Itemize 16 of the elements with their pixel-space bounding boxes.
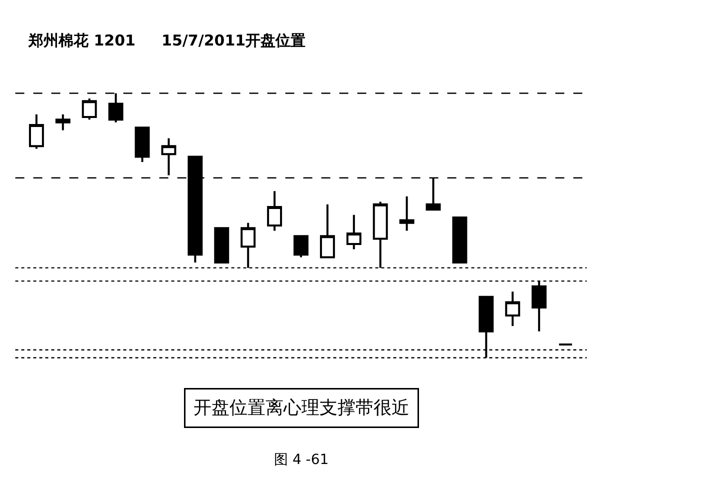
caption: 图 4 -61 xyxy=(274,452,329,468)
candlestick xyxy=(134,126,150,164)
candlestick xyxy=(82,98,97,121)
candlestick xyxy=(505,290,520,328)
candlestick xyxy=(214,227,230,264)
candlestick xyxy=(452,216,468,264)
candlestick xyxy=(55,113,70,132)
chart-title: 郑州棉花 1201 15/7/2011开盘位置 xyxy=(27,32,306,50)
candlestick xyxy=(267,190,282,232)
candlestick xyxy=(320,203,335,258)
candlestick xyxy=(161,137,176,176)
candlestick xyxy=(346,214,362,250)
text: 开盘位置离心理支撑带很近 xyxy=(194,398,410,418)
candlestick xyxy=(28,113,44,150)
candlestick xyxy=(399,195,414,232)
candlestick xyxy=(294,235,308,258)
